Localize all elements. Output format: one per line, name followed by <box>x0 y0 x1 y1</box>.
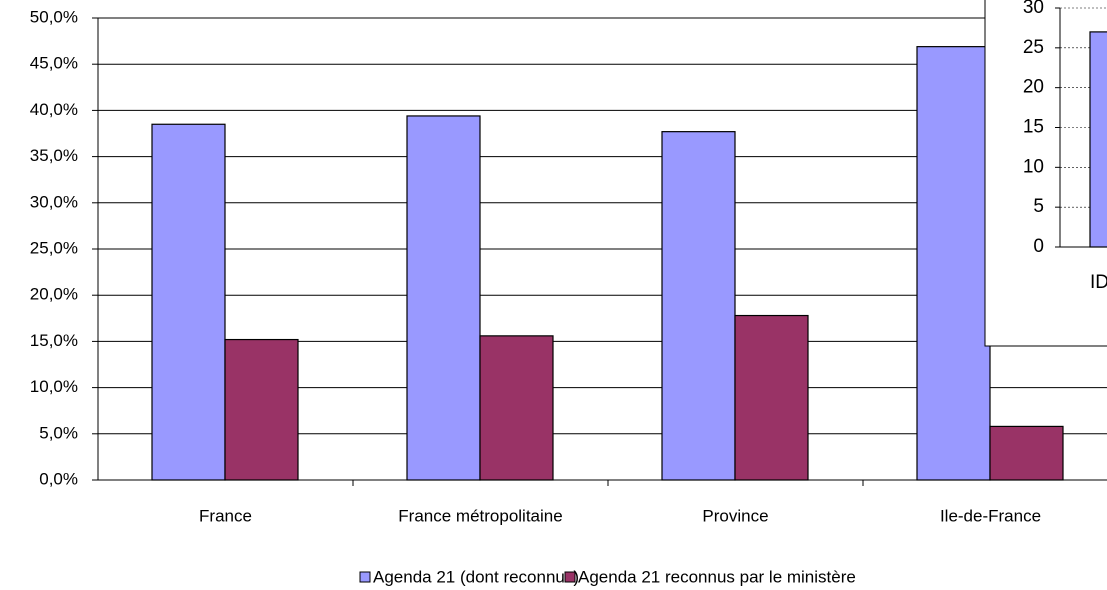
legend-swatch <box>564 571 576 583</box>
y-tick-label: 25,0% <box>30 238 78 257</box>
bar <box>151 123 226 481</box>
bar <box>661 131 736 481</box>
bar <box>989 425 1064 481</box>
x-tick-label: Province <box>702 506 768 525</box>
y-tick-label: 35,0% <box>30 146 78 165</box>
y-tick-label: 30,0% <box>30 192 78 211</box>
y-tick-label: 30 <box>1023 0 1044 18</box>
y-tick-label: 15,0% <box>30 331 78 350</box>
bar <box>224 338 299 481</box>
x-tick-label: IDF <box>1090 272 1107 293</box>
legend-label: Agenda 21 reconnus par le ministère <box>578 567 856 586</box>
x-tick-label: Ile-de-France <box>940 506 1041 525</box>
y-tick-label: 45,0% <box>30 54 78 73</box>
y-tick-label: 25 <box>1023 37 1044 58</box>
legend-label: Agenda 21 (dont reconnus) <box>373 567 579 586</box>
x-tick-label: France métropolitaine <box>398 506 562 525</box>
y-tick-label: 20 <box>1023 77 1044 98</box>
y-tick-label: 50,0% <box>30 7 78 26</box>
y-tick-label: 5 <box>1033 196 1044 217</box>
y-tick-label: 0 <box>1033 236 1044 257</box>
y-tick-label: 5,0% <box>39 423 78 442</box>
bar <box>734 314 809 481</box>
bar <box>479 335 554 481</box>
y-tick-label: 20,0% <box>30 285 78 304</box>
x-tick-label: France <box>199 506 252 525</box>
y-tick-label: 40,0% <box>30 100 78 119</box>
legend-swatch <box>359 571 371 583</box>
y-tick-label: 15 <box>1023 117 1044 138</box>
bar <box>1089 31 1107 248</box>
bar <box>916 46 991 481</box>
y-tick-label: 10 <box>1023 156 1044 177</box>
inset-frame <box>984 0 1107 347</box>
bar <box>406 115 481 481</box>
y-tick-label: 0,0% <box>39 469 78 488</box>
y-tick-label: 10,0% <box>30 377 78 396</box>
